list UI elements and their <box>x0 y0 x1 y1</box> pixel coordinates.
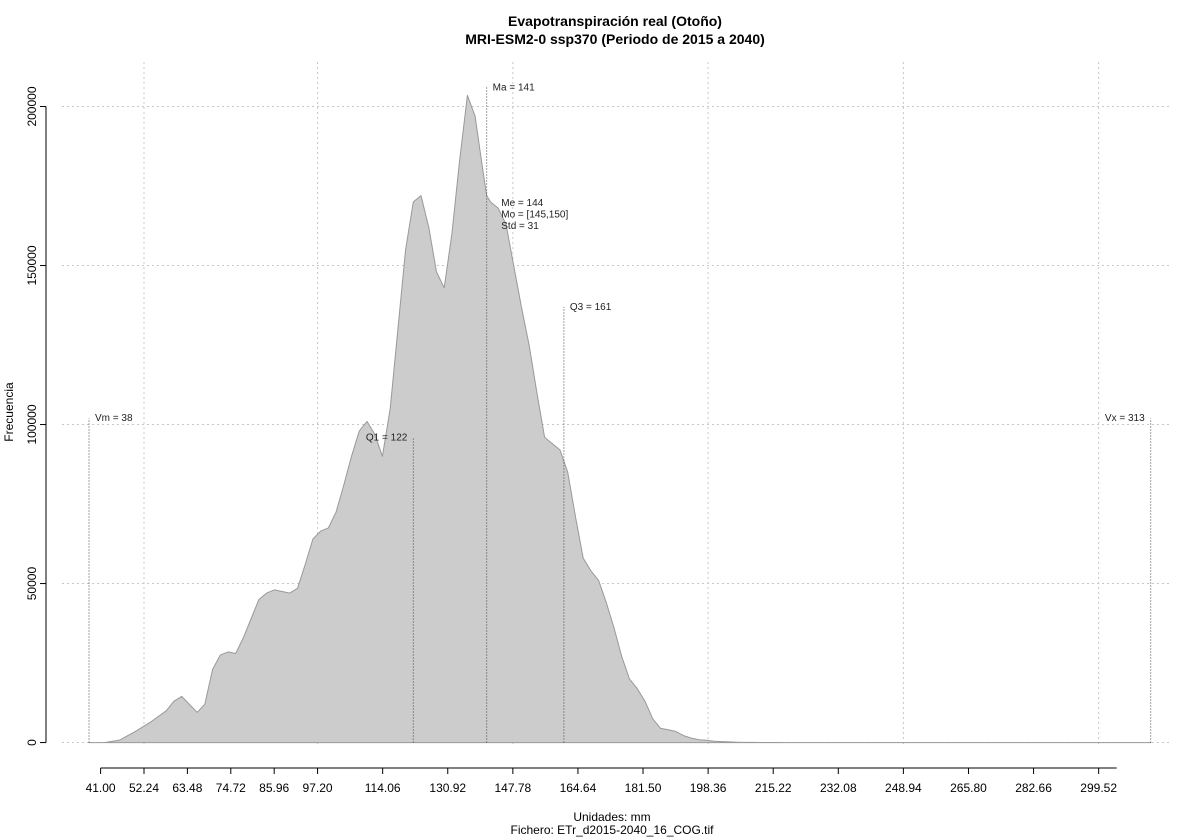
x-tick-label: 85.96 <box>259 781 289 795</box>
x-tick-label: 52.24 <box>129 781 159 795</box>
x-tick-label: 164.64 <box>560 781 597 795</box>
chart-subtitle: MRI-ESM2-0 ssp370 (Periodo de 2015 a 204… <box>465 31 765 47</box>
x-tick-label: 215.22 <box>755 781 792 795</box>
y-tick-label: 50000 <box>25 567 39 601</box>
marker-label: Q3 = 161 <box>570 302 612 313</box>
density-area <box>88 94 1152 744</box>
chart-title: Evapotranspiración real (Otoño) <box>508 13 722 29</box>
y-tick-label: 200000 <box>25 86 39 126</box>
x-tick-label: 114.06 <box>365 781 401 795</box>
y-axis-label: Frecuencia <box>2 382 16 442</box>
density-area-path <box>88 94 1152 744</box>
marker-label: Q1 = 122 <box>366 432 408 443</box>
x-axis: 41.00 52.24 63.48 74.72 85.96 97.20 114.06 130.… <box>86 767 1117 795</box>
marker-label: Vm = 38 <box>95 413 133 424</box>
y-tick-label: 100000 <box>25 404 39 444</box>
x-tick-label: 232.08 <box>820 781 857 795</box>
x-tick-label: 299.52 <box>1080 781 1117 795</box>
y-tick-label: 0 <box>25 739 39 746</box>
x-tick-label: 181.50 <box>625 781 662 795</box>
y-tick-label: 150000 <box>25 245 39 285</box>
x-tick-label: 74.72 <box>216 781 246 795</box>
x-tick-label: 198.36 <box>690 781 727 795</box>
statistic-markers: Vm = 38 Q1 = 122 Ma = 141 Q3 = 161 Vx = 313 <box>88 82 1152 743</box>
x-tick-label: 41.00 <box>86 781 116 795</box>
x-tick-label: 147.78 <box>494 781 531 795</box>
file-name-label: Fichero: ETr_d2015-2040_16_COG.tif <box>511 823 715 837</box>
stat-label: Std = 31 <box>501 221 539 232</box>
stat-label: Me = 144 <box>501 198 543 209</box>
marker-label: Ma = 141 <box>493 82 535 93</box>
x-tick-label: 63.48 <box>172 781 202 795</box>
x-tick-label: 265.80 <box>950 781 987 795</box>
marker-label: Vx = 313 <box>1105 413 1145 424</box>
x-tick-label: 97.20 <box>303 781 333 795</box>
x-tick-label: 130.92 <box>429 781 466 795</box>
x-tick-label: 282.66 <box>1015 781 1052 795</box>
x-axis-label: Unidades: mm <box>573 810 650 824</box>
y-axis: 0 50000 100000 150000 200000 <box>25 86 47 746</box>
stat-label: Mo = [145,150] <box>501 210 568 221</box>
x-tick-label: 248.94 <box>885 781 922 795</box>
